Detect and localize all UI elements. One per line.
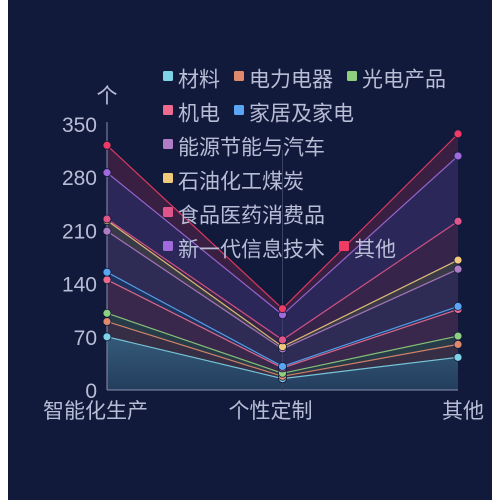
x-tick-label: 其他 bbox=[442, 400, 484, 423]
legend-label: 其他 bbox=[354, 239, 396, 262]
point-光电产品-智能化生产[interactable] bbox=[102, 308, 112, 318]
y-tick-label: 140 bbox=[62, 274, 97, 297]
point-材料-智能化生产[interactable] bbox=[102, 332, 112, 342]
legend-swatch bbox=[163, 173, 173, 183]
area-layers bbox=[107, 133, 458, 390]
point-家居及家电-个性定制[interactable] bbox=[278, 362, 287, 371]
point-电力电器-其他[interactable] bbox=[453, 339, 463, 349]
y-axis-unit-label: 个 bbox=[97, 85, 118, 108]
legend-item-机电[interactable]: 机电 bbox=[163, 103, 220, 126]
point-食品医药消费品-其他[interactable] bbox=[453, 216, 463, 226]
y-tick-label: 280 bbox=[62, 167, 97, 190]
point-食品医药消费品-智能化生产[interactable] bbox=[102, 214, 112, 224]
legend-swatch bbox=[163, 241, 173, 251]
point-石油化工煤炭-其他[interactable] bbox=[453, 255, 463, 265]
data-points bbox=[102, 129, 463, 384]
area-机电 bbox=[107, 279, 458, 374]
legend-item-食品医药消费品[interactable]: 食品医药消费品 bbox=[163, 205, 325, 228]
legend-item-其他[interactable]: 其他 bbox=[339, 239, 396, 262]
legend-swatch bbox=[234, 71, 244, 81]
area-电力电器 bbox=[107, 321, 458, 379]
legend-item-电力电器[interactable]: 电力电器 bbox=[234, 69, 333, 92]
y-tick-label: 350 bbox=[62, 114, 97, 137]
point-家居及家电-智能化生产[interactable] bbox=[102, 267, 112, 277]
point-其他-个性定制[interactable] bbox=[278, 304, 287, 314]
legend-label: 食品医药消费品 bbox=[178, 205, 325, 228]
y-tick-label: 210 bbox=[62, 220, 97, 243]
area-其他 bbox=[107, 133, 458, 315]
legend-label: 电力电器 bbox=[249, 69, 333, 92]
legend-label: 能源节能与汽车 bbox=[178, 137, 325, 160]
point-材料-其他[interactable] bbox=[453, 352, 463, 362]
point-能源节能与汽车-智能化生产[interactable] bbox=[102, 226, 112, 236]
legend-item-新一代信息技术[interactable]: 新一代信息技术 bbox=[163, 239, 325, 262]
x-tick-label: 智能化生产 bbox=[43, 400, 148, 423]
legend-swatch bbox=[163, 207, 173, 217]
y-tick-label: 70 bbox=[74, 327, 97, 350]
point-食品医药消费品-个性定制[interactable] bbox=[278, 335, 287, 345]
legend-item-材料[interactable]: 材料 bbox=[163, 69, 220, 92]
area-食品医药消费品 bbox=[107, 219, 458, 347]
legend-label: 材料 bbox=[178, 69, 220, 92]
y-tick-label: 0 bbox=[85, 380, 97, 403]
point-机电-智能化生产[interactable] bbox=[102, 275, 112, 285]
point-能源节能与汽车-其他[interactable] bbox=[453, 264, 463, 274]
point-新一代信息技术-其他[interactable] bbox=[453, 151, 463, 161]
legend-label: 新一代信息技术 bbox=[178, 239, 325, 262]
legend-swatch bbox=[339, 241, 349, 251]
point-家居及家电-其他[interactable] bbox=[453, 301, 463, 311]
chart-panel bbox=[8, 0, 492, 500]
legend-label: 机电 bbox=[178, 103, 220, 126]
point-光电产品-其他[interactable] bbox=[453, 331, 463, 341]
legend-label: 家居及家电 bbox=[249, 103, 354, 126]
point-其他-智能化生产[interactable] bbox=[102, 140, 112, 150]
x-tick-label: 个性定制 bbox=[229, 400, 313, 423]
area-新一代信息技术 bbox=[107, 155, 458, 340]
area-材料 bbox=[107, 336, 458, 390]
legend-label: 石油化工煤炭 bbox=[178, 171, 304, 194]
legend-item-光电产品[interactable]: 光电产品 bbox=[347, 69, 446, 92]
legend-label: 光电产品 bbox=[362, 69, 446, 92]
axes: 0 70 140 210 280 350 智能化生产 个性定制 其他 个 bbox=[43, 85, 484, 423]
legend-item-家居及家电[interactable]: 家居及家电 bbox=[234, 103, 354, 126]
legend-swatch bbox=[234, 105, 244, 115]
legend-item-石油化工煤炭[interactable]: 石油化工煤炭 bbox=[163, 171, 304, 194]
legend-swatch bbox=[163, 105, 173, 115]
point-电力电器-智能化生产[interactable] bbox=[102, 317, 112, 327]
legend-swatch bbox=[163, 71, 173, 81]
point-其他-其他[interactable] bbox=[453, 129, 463, 139]
legend-swatch bbox=[347, 71, 357, 81]
legend-swatch bbox=[163, 139, 173, 149]
area-能源节能与汽车 bbox=[107, 231, 458, 367]
legend-item-能源节能与汽车[interactable]: 能源节能与汽车 bbox=[163, 137, 325, 160]
point-新一代信息技术-智能化生产[interactable] bbox=[102, 168, 112, 178]
